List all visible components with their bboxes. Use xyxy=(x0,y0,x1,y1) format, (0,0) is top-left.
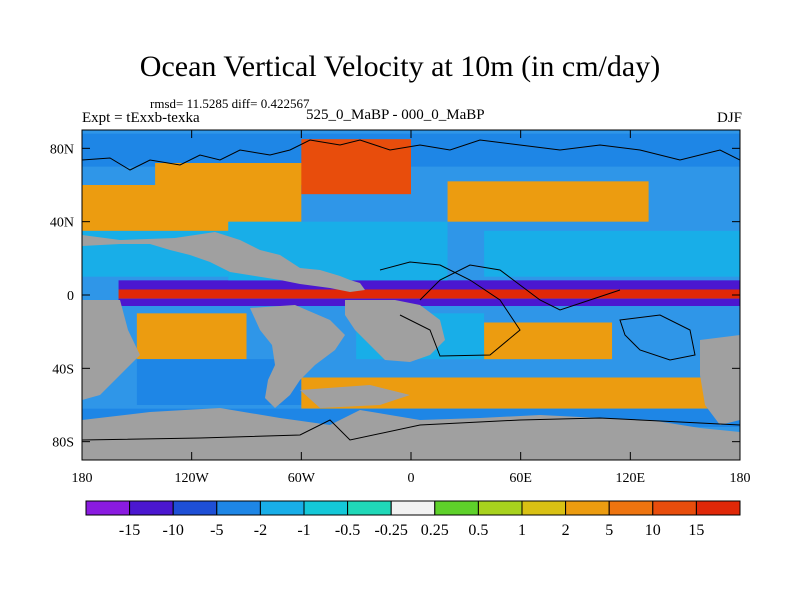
region-eurasia-sea-blue xyxy=(484,230,740,277)
colorbar-label: 10 xyxy=(645,522,661,539)
experiment-label: Expt = tExxb-texka xyxy=(82,110,200,126)
colorbar-swatch xyxy=(347,500,392,516)
x-tick-label: 180 xyxy=(72,471,93,486)
colorbar: -15 -10 -5 -2 -1 -0.5 -0.25 0.25 0.5 1 2 5 10 15 xyxy=(85,500,741,539)
colorbar-swatch xyxy=(434,500,479,516)
region-south-pacific-orange xyxy=(136,313,247,360)
land-north-america xyxy=(82,232,365,292)
colorbar-swatch xyxy=(216,500,261,516)
season-label: DJF xyxy=(716,110,742,126)
x-tick-label: 60W xyxy=(288,471,316,486)
colorbar-label: -5 xyxy=(210,522,223,539)
y-axis: 80N 40N 0 40S 80S xyxy=(50,142,740,451)
colorbar-swatch xyxy=(477,500,523,516)
land-west-pacific xyxy=(82,300,140,400)
plot-area xyxy=(82,130,740,460)
colorbar-label: -15 xyxy=(119,522,140,539)
colorbar-label: 0.25 xyxy=(421,522,449,539)
land-south-america xyxy=(250,305,345,408)
coastline-outlines xyxy=(82,139,740,441)
colorbar-label: 1 xyxy=(518,522,526,539)
colorbar-label: -0.5 xyxy=(335,522,360,539)
colorbar-swatch xyxy=(259,500,305,516)
region-equatorial-upwelling-band xyxy=(118,289,740,299)
colorbar-label: 5 xyxy=(605,522,613,539)
colorbar-swatch xyxy=(303,500,349,516)
colorbar-label: -0.25 xyxy=(375,522,408,539)
land-mask xyxy=(82,232,740,460)
colorbar-swatch xyxy=(390,500,436,516)
comparison-label: 525_0_MaBP - 000_0_MaBP xyxy=(306,107,485,123)
land-antarctica xyxy=(82,408,740,460)
colorbar-label: 2 xyxy=(562,522,570,539)
colorbar-label: 15 xyxy=(688,522,704,539)
region-indian-ocean-orange xyxy=(484,322,613,360)
y-tick-label: 80N xyxy=(50,142,74,157)
colorbar-label: 0.5 xyxy=(468,522,488,539)
colorbar-label: -1 xyxy=(297,522,310,539)
colorbar-swatch xyxy=(608,500,654,516)
x-tick-label: 120W xyxy=(175,471,210,486)
land-antarctic-peninsula xyxy=(300,385,410,408)
x-tick-label: 120E xyxy=(616,471,646,486)
land-australia xyxy=(700,335,740,425)
colorbar-swatch xyxy=(172,500,218,516)
colorbar-swatch xyxy=(85,500,131,516)
x-axis: 180 120W 60W 0 60E 120E 180 xyxy=(72,130,751,486)
colorbar-swatch xyxy=(652,500,697,516)
land-africa xyxy=(345,300,445,362)
colorbar-label: -10 xyxy=(163,522,184,539)
colorbar-swatch xyxy=(565,500,610,516)
x-tick-label: 0 xyxy=(408,471,415,486)
rmsd-label: rmsd= 11.5285 diff= 0.422567 xyxy=(150,96,310,111)
y-tick-label: 80S xyxy=(52,436,74,451)
colorbar-swatch xyxy=(521,500,567,516)
chart-title: Ocean Vertical Velocity at 10m (in cm/da… xyxy=(139,50,661,83)
y-tick-label: 40N xyxy=(50,216,74,231)
region-equatorial-downwelling-south xyxy=(118,298,740,306)
y-tick-label: 0 xyxy=(67,289,74,304)
colorbar-label: -2 xyxy=(254,522,267,539)
x-tick-label: 180 xyxy=(730,471,751,486)
y-tick-label: 40S xyxy=(52,362,74,377)
colorbar-swatch xyxy=(129,500,174,516)
region-eurasia-sea-orange xyxy=(447,181,649,222)
region-north-atlantic-upwelling xyxy=(301,139,411,195)
colorbar-swatch xyxy=(695,500,741,516)
x-tick-label: 60E xyxy=(509,471,532,486)
region-equatorial-downwelling-north xyxy=(118,280,740,290)
